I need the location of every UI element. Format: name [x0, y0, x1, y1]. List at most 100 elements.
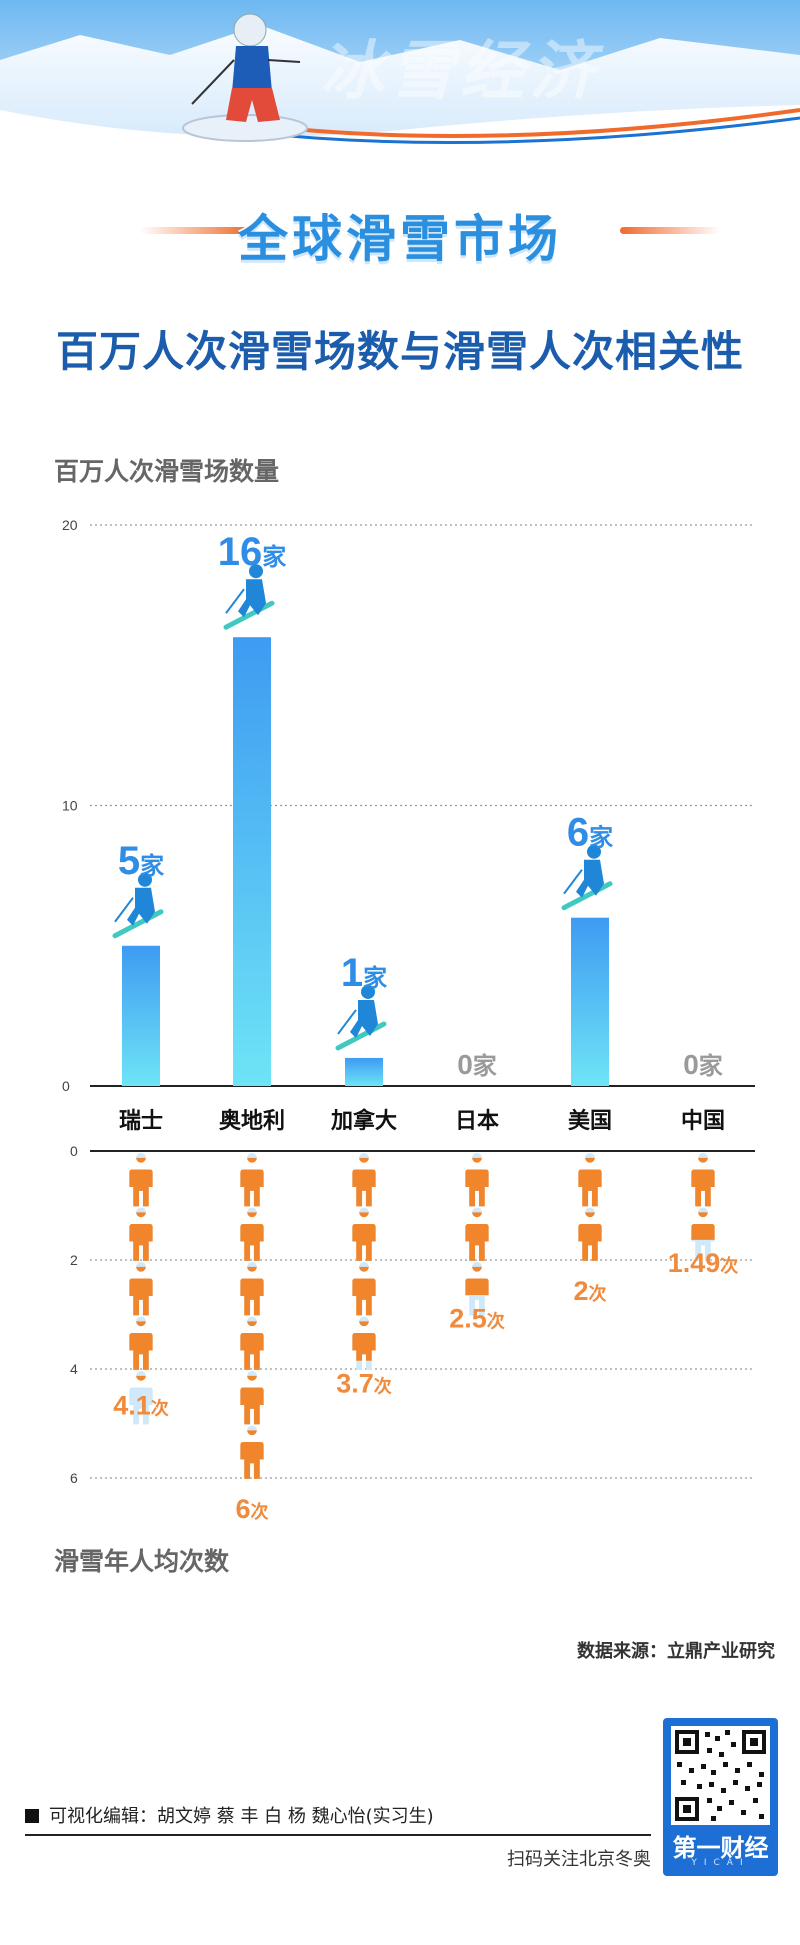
person-icon: [465, 1261, 489, 1316]
bottom-tick-label: 6: [70, 1470, 78, 1486]
person-icon: [578, 1152, 602, 1207]
qr-code-block[interactable]: 第一财经 YICAI: [663, 1718, 778, 1876]
data-source: 数据来源：立鼎产业研究: [577, 1641, 775, 1662]
person-icon: [240, 1261, 264, 1316]
category-label: 美国: [568, 1108, 612, 1134]
bar-value-number: 1: [341, 951, 363, 995]
person-icon: [129, 1207, 153, 1261]
bar-value-label: 5家: [118, 839, 164, 883]
bar-value-unit: 家: [699, 1052, 723, 1080]
person-fill-shape: [240, 1212, 264, 1261]
count-value-number: 6: [235, 1494, 250, 1524]
skier-head: [587, 844, 601, 859]
skier-head: [361, 984, 375, 999]
person-icon: [129, 1370, 153, 1425]
person-icon: [352, 1152, 376, 1207]
count-value-number: 3.7: [336, 1369, 374, 1399]
chart-title: 百万人次滑雪场数与滑雪人次相关性: [55, 327, 744, 376]
bullet-square-icon: [25, 1809, 39, 1823]
bar-value-number: 0: [683, 1049, 699, 1080]
qr-code-icon[interactable]: [671, 1726, 770, 1825]
bar-value-unit: 家: [363, 964, 387, 992]
top-tick-label: 10: [62, 798, 78, 814]
person-fill-shape: [578, 1212, 602, 1261]
skier-icon: [335, 984, 387, 1051]
person-icon: [352, 1207, 376, 1261]
person-icon: [240, 1425, 264, 1479]
bar-value-label: 16家: [218, 530, 287, 574]
snowboarder-icon: [182, 13, 308, 142]
person-fill-shape: [465, 1266, 489, 1295]
bottom-axis-title: 滑雪年人均次数: [54, 1547, 230, 1576]
section-title: 全球滑雪市场: [238, 210, 562, 268]
person-icon: [352, 1316, 376, 1370]
person-fill-shape: [240, 1430, 264, 1479]
bottom-tick-label: 2: [70, 1252, 78, 1268]
follow-text: 扫码关注北京冬奥: [507, 1849, 651, 1870]
bottom-tick-label: 4: [70, 1361, 78, 1377]
ski-shape: [112, 909, 164, 939]
ski-shape: [335, 1021, 387, 1051]
heading-bar-right: [620, 227, 720, 234]
banner-illustration: [0, 0, 800, 165]
count-value-label: 2.5次: [449, 1303, 505, 1333]
skier-pole: [337, 1009, 357, 1035]
person-icon: [691, 1207, 715, 1261]
brand-sub: YICAI: [691, 1858, 750, 1868]
bar: [345, 1057, 383, 1086]
person-icon: [465, 1152, 489, 1207]
person-fill-shape: [578, 1157, 602, 1207]
person-fill-shape: [691, 1212, 715, 1240]
person-icon: [129, 1152, 153, 1207]
count-value-label: 2次: [573, 1276, 606, 1306]
skier-body: [127, 887, 155, 926]
credits-text: 可视化编辑：胡文婷 蔡 丰 白 杨 魏心怡(实习生): [49, 1806, 434, 1827]
person-icon: [129, 1316, 153, 1370]
bar-value-number: 16: [218, 530, 263, 574]
person-empty-shape: [129, 1370, 153, 1425]
bar: [233, 637, 271, 1086]
count-value-number: 1.49: [668, 1248, 721, 1278]
category-label: 中国: [681, 1109, 725, 1134]
count-value-unit: 次: [374, 1376, 392, 1398]
category-label: 加拿大: [330, 1108, 397, 1134]
person-icon: [240, 1152, 264, 1207]
bar-value-unit: 家: [140, 852, 164, 880]
count-value-number: 4.1: [113, 1390, 151, 1420]
skier-icon: [561, 844, 613, 911]
person-fill-shape: [240, 1375, 264, 1425]
section-heading: 全球滑雪市场: [0, 195, 800, 268]
person-fill-shape: [240, 1157, 264, 1207]
bar-value-number: 6: [567, 811, 589, 855]
bar-value-label: 6家: [567, 811, 613, 855]
ski-shape: [561, 881, 613, 911]
person-icon: [240, 1316, 264, 1370]
bar-value-label: 0家: [457, 1049, 497, 1080]
bottom-tick-label: 0: [70, 1143, 78, 1159]
person-fill-shape: [129, 1157, 153, 1207]
heading-bar-left: [140, 227, 250, 234]
bar-value-label: 1家: [341, 951, 387, 995]
bar-value-label: 0家: [683, 1049, 723, 1080]
count-value-label: 4.1次: [113, 1390, 169, 1420]
person-fill-shape: [240, 1321, 264, 1370]
count-value-label: 6次: [235, 1494, 268, 1524]
bar: [122, 945, 160, 1086]
count-value-unit: 次: [251, 1501, 269, 1523]
person-icon: [578, 1207, 602, 1261]
skier-head: [249, 564, 263, 579]
header-banner: 冰雪经济: [0, 0, 800, 165]
category-label: 奥地利: [219, 1108, 285, 1134]
skier-pole: [225, 588, 245, 614]
bar-value-number: 5: [118, 839, 140, 883]
category-label: 瑞士: [119, 1109, 163, 1134]
top-tick-label: 20: [62, 517, 78, 533]
person-icon: [240, 1207, 264, 1261]
count-value-unit: 次: [720, 1255, 738, 1277]
count-value-label: 3.7次: [336, 1369, 392, 1399]
person-icon: [129, 1261, 153, 1316]
person-fill-shape: [129, 1321, 153, 1370]
count-value-unit: 次: [151, 1397, 169, 1419]
person-fill-shape: [240, 1266, 264, 1316]
